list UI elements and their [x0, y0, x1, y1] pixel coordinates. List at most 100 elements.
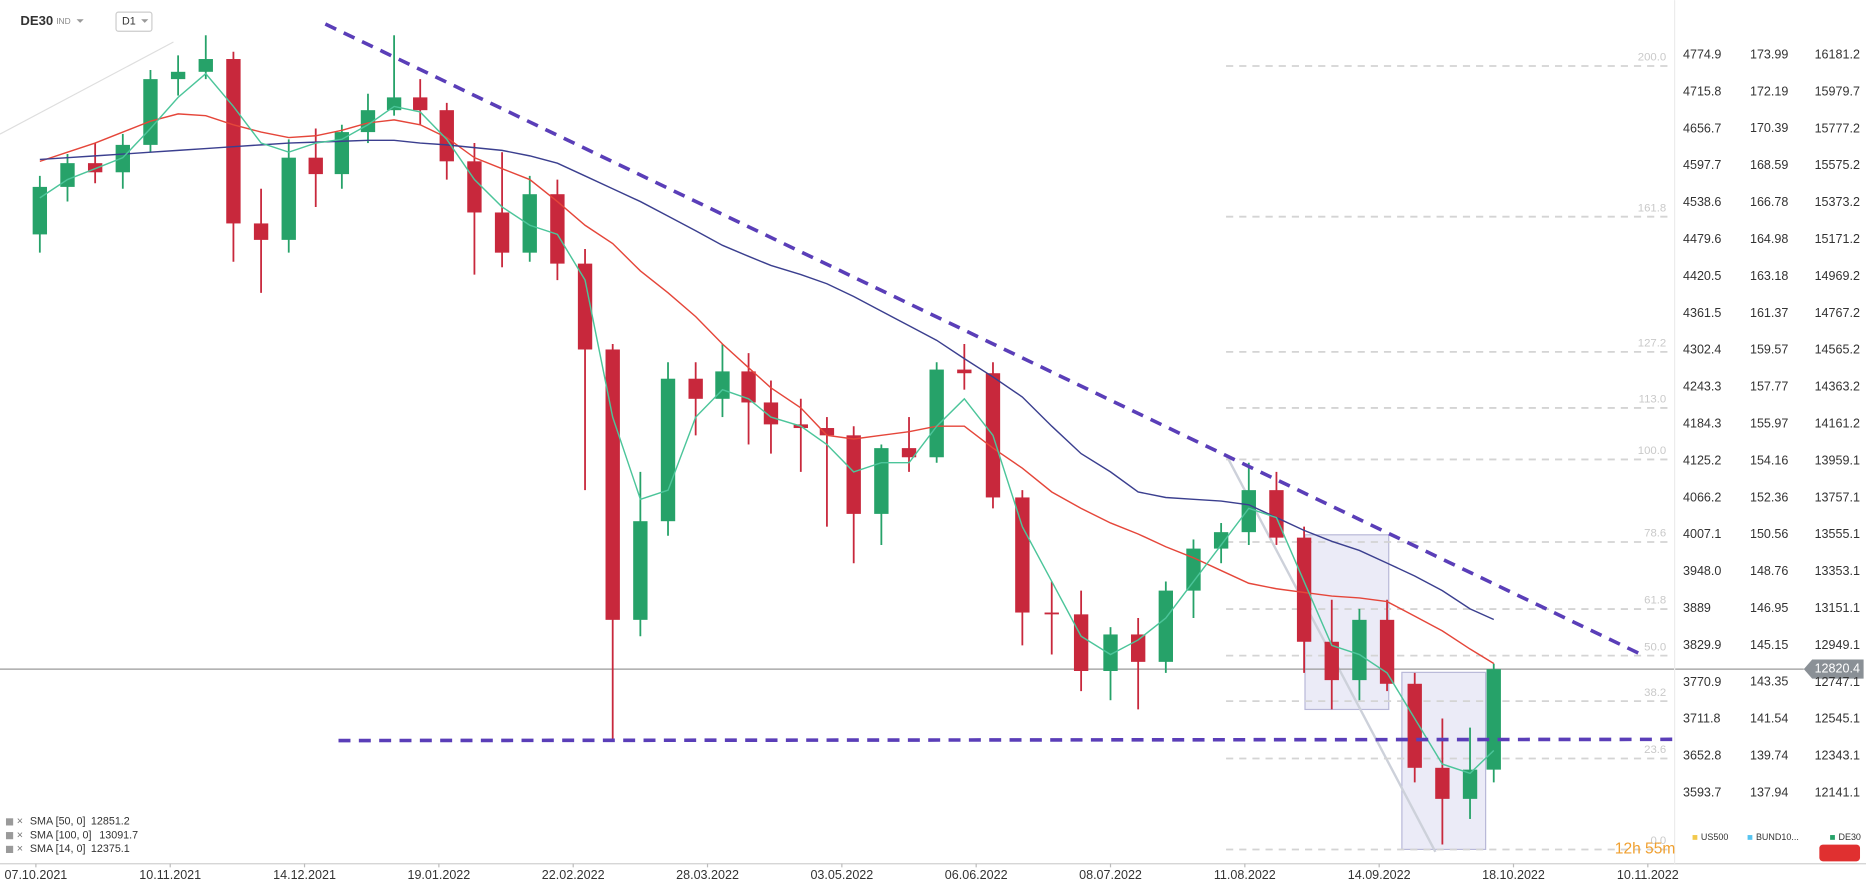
y-tick-label: 163.18: [1750, 269, 1788, 283]
action-button[interactable]: [1819, 844, 1861, 862]
x-tick-label: 11.08.2022: [1214, 868, 1276, 882]
candle-body: [1158, 590, 1173, 662]
y-tick-label: 15373.2: [1815, 195, 1860, 209]
x-tick-label: 07.10.2021: [4, 868, 67, 882]
candle-body: [115, 144, 130, 173]
legend-close: ×: [17, 816, 23, 828]
legend-name: SMA [50, 0]: [30, 816, 86, 828]
y-tick-label: 15575.2: [1815, 158, 1860, 172]
y-tick-label: 4184.3: [1683, 417, 1721, 431]
candle-body: [413, 97, 428, 111]
fib-label: 38.2: [1644, 687, 1666, 699]
y-tick-label: 4066.2: [1683, 490, 1721, 504]
x-tick-label: 08.07.2022: [1079, 868, 1142, 882]
instrument-name[interactable]: US500: [1701, 832, 1728, 842]
candle-body: [715, 371, 730, 399]
y-tick-label: 16181.2: [1815, 47, 1860, 61]
y-tick-label: 4125.2: [1683, 453, 1721, 467]
y-tick-label: 3829.9: [1683, 638, 1721, 652]
x-tick-label: 18.10.2022: [1482, 868, 1545, 882]
symbol: DE30: [20, 13, 53, 28]
y-tick-label: 3711.8: [1683, 712, 1720, 726]
candle-body: [1352, 619, 1367, 681]
last-price: 12820.4: [0, 659, 1864, 679]
y-tick-label: 4538.6: [1683, 195, 1721, 209]
y-tick-label: 12747.1: [1815, 675, 1860, 689]
timeframe[interactable]: D1: [122, 16, 136, 28]
sma-line: [39, 139, 1495, 621]
fib-label: 78.6: [1644, 528, 1666, 540]
x-tick-label: 14.12.2021: [273, 868, 336, 882]
y-tick-label: 14363.2: [1815, 380, 1860, 394]
y-tick-label: 172.19: [1750, 84, 1788, 98]
instrument-swatch: [1830, 835, 1835, 840]
x-tick-label: 28.03.2022: [676, 868, 739, 882]
x-tick-label: 10.11.2022: [1617, 868, 1679, 882]
candle-body: [1241, 490, 1256, 533]
candle-body: [226, 59, 241, 224]
fib-label: 200.0: [1638, 52, 1666, 64]
dropdown-icon: [141, 19, 149, 23]
fibonacci: 200.0 161.8 127.2 113.0 100.0 78.6 61.8 50.0 38.…: [1226, 52, 1669, 851]
candle-body: [1103, 634, 1118, 671]
candle-body: [308, 157, 323, 175]
y-tick-label: 15171.2: [1815, 232, 1860, 246]
fib-label: 61.8: [1644, 595, 1666, 607]
candle-body: [1044, 612, 1059, 615]
legend-value: 12375.1: [91, 843, 130, 855]
legend-icon: [5, 818, 14, 826]
y-tick-label: 3948.0: [1683, 564, 1721, 578]
axes: 07.10.2021 10.11.2021 14.12.2021 19.01.2022…: [4, 47, 1859, 882]
candle-body: [957, 369, 972, 374]
y-tick-label: 12141.1: [1815, 785, 1860, 799]
y-tick-label: 4774.9: [1683, 47, 1721, 61]
candle-body: [874, 448, 889, 514]
candle-body: [170, 71, 186, 80]
candle-body: [605, 349, 620, 620]
timeframe-select[interactable]: [115, 11, 153, 32]
y-tick-label: 157.77: [1750, 380, 1788, 394]
range-box: [1304, 534, 1390, 711]
instrument-name[interactable]: DE30: [1838, 832, 1860, 842]
candle-body: [143, 79, 158, 145]
x-tick-label: 06.06.2022: [945, 868, 1008, 882]
candle-body: [1213, 532, 1229, 549]
candle-body: [1073, 614, 1089, 671]
y-tick-label: 12343.1: [1815, 749, 1860, 763]
y-tick-label: 4479.6: [1683, 232, 1721, 246]
candle-body: [1435, 767, 1450, 799]
y-tick-label: 4361.5: [1683, 306, 1721, 320]
legend-value: 12851.2: [91, 816, 130, 828]
y-tick-label: 3652.8: [1683, 749, 1721, 763]
y-tick-label: 168.59: [1750, 158, 1788, 172]
x-tick-label: 14.09.2022: [1348, 868, 1411, 882]
legend-close: ×: [17, 829, 23, 841]
instrument-legend: US500 BUND10... DE30: [1692, 832, 1861, 842]
y-tick-label: 14565.2: [1815, 343, 1860, 357]
candle-body: [1186, 548, 1201, 591]
y-tick-label: 14767.2: [1815, 306, 1860, 320]
candle-body: [32, 186, 48, 235]
instrument-swatch: [1692, 835, 1698, 840]
legend-icon: [5, 845, 14, 853]
annotations: [0, 41, 1487, 853]
y-tick-label: 14161.2: [1815, 416, 1860, 430]
candle-body: [1324, 641, 1339, 681]
y-tick-label: 170.39: [1750, 121, 1788, 135]
candle-body: [688, 378, 703, 399]
candle-body: [386, 97, 402, 111]
candle-body: [60, 163, 75, 187]
y-tick-label: 3770.9: [1683, 675, 1721, 689]
instrument-swatch: [1747, 835, 1753, 840]
candle-body: [660, 378, 676, 522]
candle-body: [1015, 497, 1030, 613]
dropdown-icon: [76, 19, 84, 23]
candles: [32, 35, 1501, 845]
x-tick-label: 10.11.2021: [139, 868, 201, 882]
instrument-name[interactable]: BUND10...: [1756, 832, 1799, 842]
y-tick-label: 4420.5: [1683, 269, 1721, 283]
legend-close: ×: [17, 843, 23, 855]
candle-body: [467, 161, 482, 213]
y-tick-label: 4656.7: [1683, 121, 1721, 135]
